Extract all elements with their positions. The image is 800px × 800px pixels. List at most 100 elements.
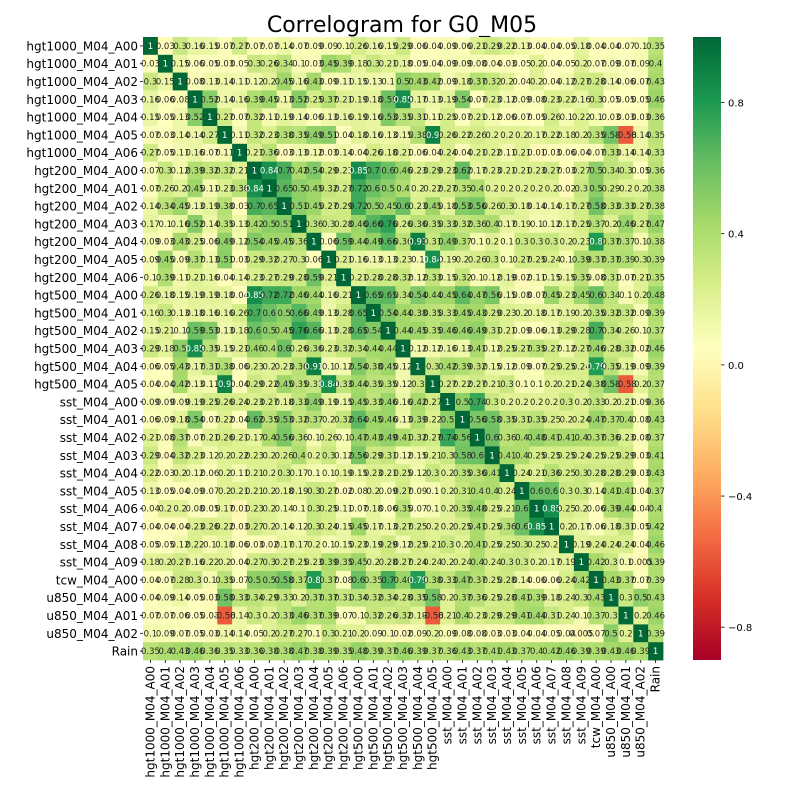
cell-value-label: 1: [519, 487, 524, 497]
heatmap-cell: [514, 143, 530, 162]
heatmap-cell: [514, 304, 530, 323]
x-tick-label: sst_M04_A04: [500, 666, 514, 744]
cell-value-label: 0.85: [527, 523, 546, 533]
cell-value-label: 0.07: [616, 42, 635, 52]
cell-value-label: 1: [430, 380, 435, 390]
heatmap-cell: [440, 126, 456, 145]
heatmap-cell: [588, 90, 604, 109]
heatmap-cell: [588, 126, 604, 145]
cell-value-label: 1: [356, 291, 361, 301]
cell-value-label: 0.06: [200, 469, 219, 479]
heatmap-cell: [410, 268, 426, 287]
cell-value-label: 0.35: [646, 131, 665, 141]
heatmap-cell: [336, 286, 352, 305]
heatmap-cell: [648, 321, 664, 340]
heatmap-cell: [321, 143, 337, 162]
cell-value-label: 0.38: [646, 184, 665, 194]
heatmap-cell: [157, 179, 174, 198]
heatmap-cell: [232, 215, 248, 234]
cell-value-label: 0.37: [616, 238, 635, 248]
cell-value-label: 0.43: [646, 469, 665, 479]
heatmap-cell: [217, 286, 233, 305]
cell-value-label: 1: [177, 78, 182, 88]
heatmap-cell: [380, 304, 396, 323]
heatmap-cell: [306, 250, 322, 269]
heatmap-cell: [484, 232, 500, 251]
cell-value-label: 0.13: [364, 78, 383, 88]
heatmap-cell: [306, 90, 322, 109]
heatmap-cell: [529, 108, 545, 127]
heatmap-cell: [291, 72, 307, 91]
heatmap-cell: [351, 286, 367, 305]
heatmap-cell: [232, 304, 248, 323]
heatmap-cell: [544, 250, 560, 269]
cell-value-label: 0.58: [423, 594, 442, 604]
colorbar-tick-label: 0.4: [728, 230, 744, 241]
cell-value-label: 0.21: [245, 487, 264, 497]
heatmap-cell: [247, 90, 263, 109]
cell-value-label: 0.5: [248, 576, 262, 586]
heatmap-cell: [217, 72, 233, 91]
cell-value-label: 0.14: [230, 612, 249, 622]
cell-value-label: 0.3: [441, 540, 455, 550]
heatmap-cell: [469, 268, 486, 287]
heatmap-cell: [469, 72, 486, 91]
heatmap-cell: [291, 108, 307, 127]
y-tick-label: hgt200_M04_A03: [34, 217, 138, 231]
cell-value-label: 0.38: [408, 131, 427, 141]
heatmap-cell: [247, 286, 263, 305]
heatmap-cell: [469, 250, 486, 269]
heatmap-cell: [514, 215, 530, 234]
heatmap-cell: [395, 321, 411, 340]
heatmap-cell: [633, 54, 649, 73]
heatmap-cell: [410, 250, 426, 269]
heatmap-cell: [247, 197, 263, 216]
heatmap-cell: [157, 339, 174, 358]
cell-value-label: 1: [564, 540, 569, 550]
heatmap-cell: [336, 321, 352, 340]
heatmap-cell: [336, 304, 352, 323]
cell-value-label: 0.1: [619, 291, 633, 301]
heatmap-cell: [484, 179, 500, 198]
colorbar-gradient: [693, 37, 721, 660]
cell-value-label: 0.25: [527, 540, 546, 550]
cell-value-label: 0.5: [381, 184, 395, 194]
y-tick-label: hgt1000_M04_A01: [26, 57, 138, 71]
heatmap-cell: [514, 268, 530, 287]
cell-value-label: 0.35: [646, 42, 665, 52]
heatmap-cell: [633, 90, 649, 109]
y-tick-label: sst_M04_A09: [60, 556, 138, 570]
cell-value-label: 0.17: [245, 434, 264, 444]
heatmap-cell: [440, 90, 456, 109]
heatmap-cell: [648, 268, 664, 287]
heatmap-cell: [469, 54, 486, 73]
heatmap-cell: [410, 143, 426, 162]
heatmap-cell: [440, 72, 456, 91]
cell-value-label: 0.24: [557, 612, 576, 622]
cell-value-label: 1: [296, 220, 301, 230]
heatmap-cell: [291, 215, 307, 234]
heatmap-cell: [261, 108, 278, 127]
heatmap-cell: [648, 304, 664, 323]
heatmap-cell: [321, 268, 337, 287]
heatmap-cell: [187, 90, 203, 109]
heatmap-cell: [232, 90, 248, 109]
heatmap-cell: [618, 108, 634, 127]
heatmap-cell: [306, 215, 322, 234]
heatmap-cell: [157, 197, 174, 216]
heatmap-cell: [217, 108, 233, 127]
heatmap-cell: [425, 304, 441, 323]
cell-value-label: 0.45: [349, 558, 368, 568]
heatmap-cell: [187, 108, 203, 127]
cell-value-label: 0.33: [646, 149, 665, 159]
heatmap-cell: [529, 179, 545, 198]
heatmap-cell: [202, 90, 218, 109]
heatmap-cell: [157, 108, 174, 127]
cell-value-label: 0.25: [557, 469, 576, 479]
heatmap-cell: [276, 126, 292, 145]
heatmap-cell: [618, 126, 634, 145]
heatmap-cell: [514, 72, 530, 91]
heatmap-cell: [143, 215, 159, 234]
heatmap-cell: [365, 197, 382, 216]
cell-value-label: 0.25: [542, 416, 561, 426]
